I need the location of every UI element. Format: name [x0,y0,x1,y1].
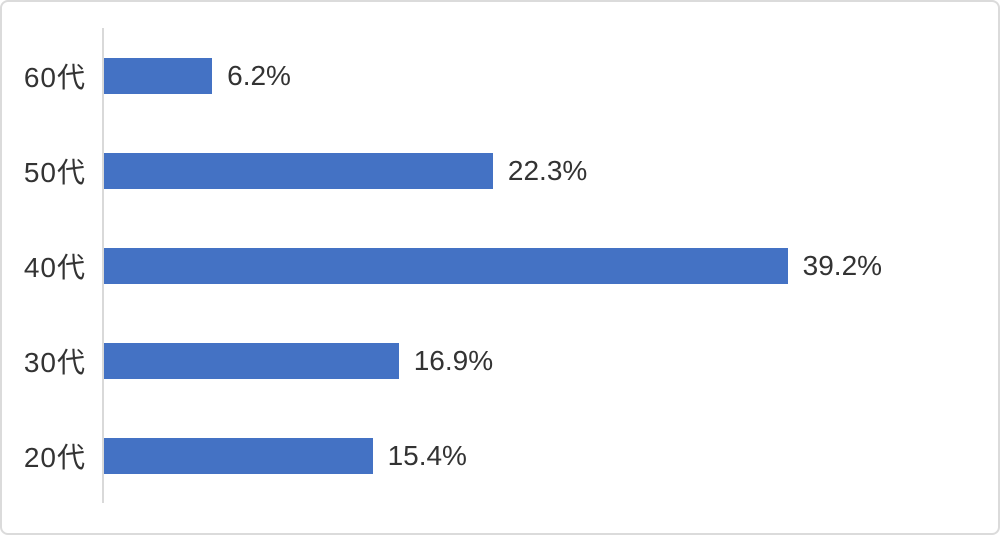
value-label-40s: 39.2% [802,249,883,281]
bar-row: 50代 22.3% [2,123,998,218]
bar-track: 22.3% [104,152,998,189]
bar-60s [104,57,213,94]
bar-row: 40代 39.2% [2,218,998,313]
y-axis-line [102,28,104,503]
bar-50s [104,152,493,189]
bar-track: 16.9% [104,342,998,379]
value-label-60s: 6.2% [227,59,291,91]
value-label-50s: 22.3% [507,154,588,186]
category-label-20s: 20代 [23,441,86,473]
category-label-40s: 40代 [23,251,86,283]
bar-30s [104,342,399,379]
bar-track: 39.2% [104,247,998,284]
bar-chart: 60代 6.2% 50代 22.3% 40代 39.2% 30代 [2,28,998,503]
bar-track: 6.2% [104,57,998,94]
category-label-30s: 30代 [23,346,86,378]
category-label-60s: 60代 [23,61,86,93]
bar-row: 30代 16.9% [2,313,998,408]
value-label-30s: 16.9% [413,344,494,376]
bar-row: 20代 15.4% [2,408,998,503]
bar-40s [104,247,788,284]
category-label-50s: 50代 [23,156,86,188]
bar-20s [104,437,373,474]
bar-track: 15.4% [104,437,998,474]
bar-row: 60代 6.2% [2,28,998,123]
value-label-20s: 15.4% [387,439,467,471]
